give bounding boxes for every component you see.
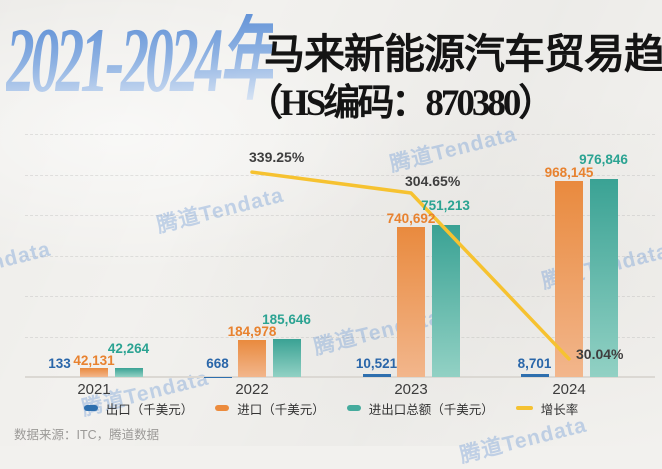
x-axis-label-2024: 2024	[552, 381, 585, 398]
bar-label-import-2024: 968,145	[545, 165, 594, 180]
bar-export-2024	[521, 374, 549, 377]
legend-item-import: 进口（千美元）	[215, 399, 325, 418]
legend-item-growth-rate: 增长率	[516, 399, 579, 418]
data-source-note: 数据来源：ITC，腾道数据	[14, 424, 159, 443]
x-axis-label-2023: 2023	[394, 381, 427, 398]
bar-import-2021	[80, 368, 108, 377]
bar-label-export-2021: 133	[48, 356, 71, 371]
legend-swatch-total	[347, 405, 361, 411]
bar-label-total-2023: 751,213	[421, 198, 470, 213]
legend-label-total: 进出口总额（千美元）	[369, 399, 494, 418]
bar-label-export-2022: 668	[206, 356, 229, 371]
bar-label-total-2021: 42,264	[108, 341, 149, 356]
legend-swatch-export	[84, 405, 98, 411]
legend-item-export: 出口（千美元）	[84, 399, 194, 418]
year-range-title: 2021-2024年	[6, 14, 273, 106]
legend: 出口（千美元） 进口（千美元） 进出口总额（千美元） 增长率	[0, 398, 662, 418]
growth-rate-label-2024: 30.04%	[576, 346, 623, 362]
growth-rate-label-2022: 339.25%	[249, 149, 304, 165]
bar-label-total-2022: 185,646	[262, 312, 311, 327]
x-axis-label-2022: 2022	[235, 381, 268, 398]
bar-total-2022	[273, 339, 301, 377]
bar-label-total-2024: 976,846	[579, 152, 628, 167]
tendata-watermark: 腾道Tendata	[386, 118, 519, 179]
hs-code-subtitle: （HS编码：870380）	[246, 72, 552, 126]
tendata-watermark: 腾道Tendata	[0, 233, 54, 294]
bar-label-export-2023: 10,521	[356, 356, 397, 371]
x-axis-label-2021: 2021	[77, 381, 110, 398]
legend-item-total: 进出口总额（千美元）	[347, 399, 494, 418]
bar-import-2022	[238, 340, 266, 377]
bar-label-export-2024: 8,701	[518, 356, 552, 371]
legend-swatch-growth-rate	[516, 406, 533, 410]
gridline	[25, 134, 655, 135]
bar-import-2023	[397, 227, 425, 377]
bar-total-2023	[432, 225, 460, 377]
main-title: 马来新能源汽车贸易趋势	[264, 20, 662, 80]
legend-label-import: 进口（千美元）	[237, 399, 325, 418]
bar-export-2023	[363, 374, 391, 377]
bar-total-2021	[115, 368, 143, 377]
growth-rate-label-2023: 304.65%	[405, 173, 460, 189]
bar-label-import-2023: 740,692	[387, 211, 436, 226]
tendata-watermark: 腾道Tendata	[153, 179, 286, 240]
legend-label-export: 出口（千美元）	[106, 399, 194, 418]
legend-label-growth-rate: 增长率	[541, 399, 579, 418]
legend-swatch-import	[215, 405, 229, 411]
